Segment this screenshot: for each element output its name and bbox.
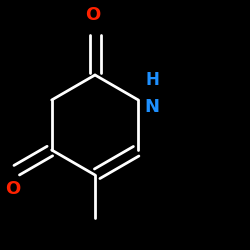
Text: O: O <box>5 180 20 198</box>
Text: N: N <box>144 98 160 116</box>
Text: O: O <box>85 6 100 24</box>
Text: H: H <box>145 71 159 89</box>
